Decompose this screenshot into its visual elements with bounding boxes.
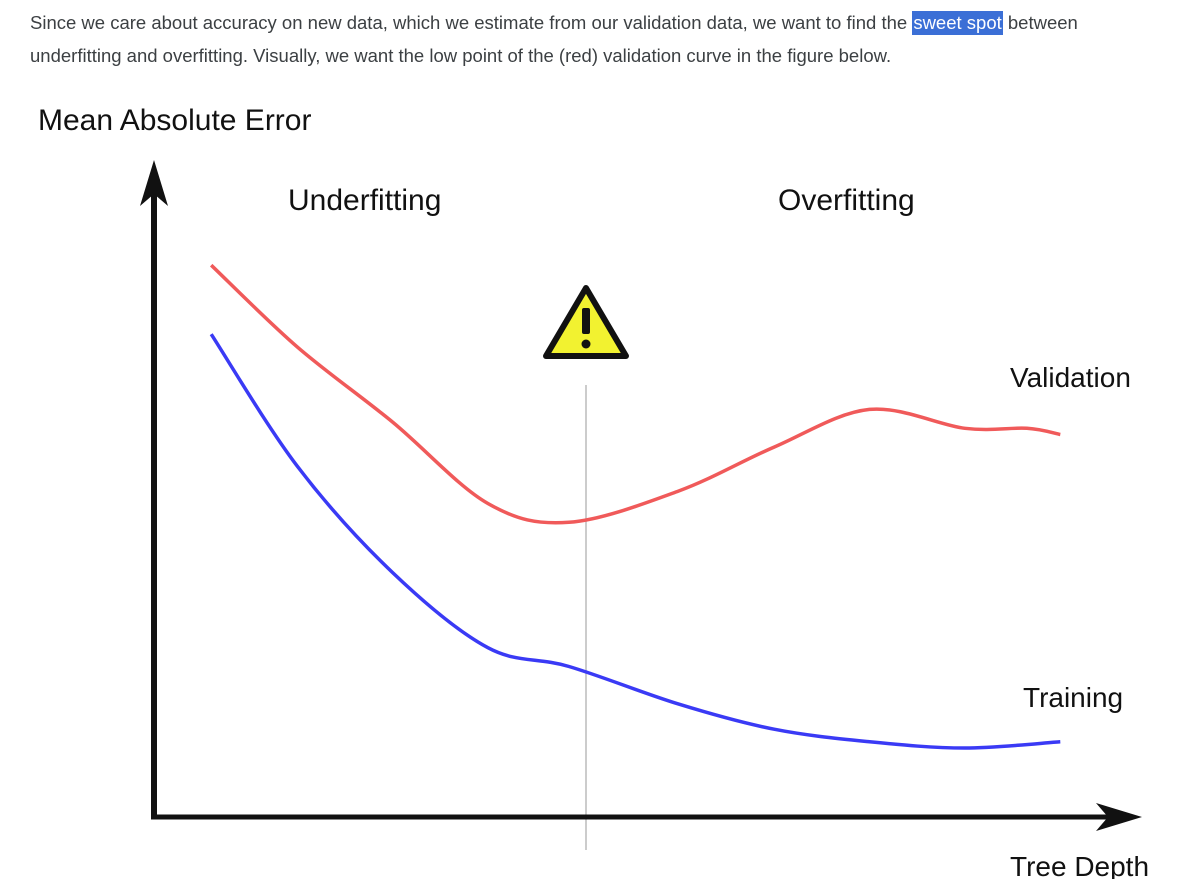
y-axis-arrow — [140, 160, 168, 206]
x-axis-label: Tree Depth — [1010, 851, 1149, 879]
training-curve — [209, 333, 1061, 750]
y-axis-label: Mean Absolute Error — [38, 104, 311, 137]
x-axis-arrow — [1096, 803, 1142, 831]
paragraph-text-before: Since we care about accuracy on new data… — [30, 12, 913, 33]
figure-svg: Mean Absolute Error Underfitting Overfit… — [38, 104, 1149, 882]
training-label: Training — [1023, 682, 1123, 713]
intro-paragraph: Since we care about accuracy on new data… — [30, 6, 1170, 72]
validation-curve — [209, 263, 1061, 525]
highlighted-text[interactable]: sweet spot — [912, 11, 1003, 35]
validation-label: Validation — [1010, 362, 1131, 393]
warning-triangle-icon — [543, 285, 629, 359]
underfitting-label: Underfitting — [288, 184, 441, 217]
overfitting-label: Overfitting — [778, 184, 915, 217]
underfitting-overfitting-figure: Mean Absolute Error Underfitting Overfit… — [0, 80, 1191, 882]
paragraph-text-after: between underfitting and overfitting. Vi… — [30, 12, 1078, 66]
